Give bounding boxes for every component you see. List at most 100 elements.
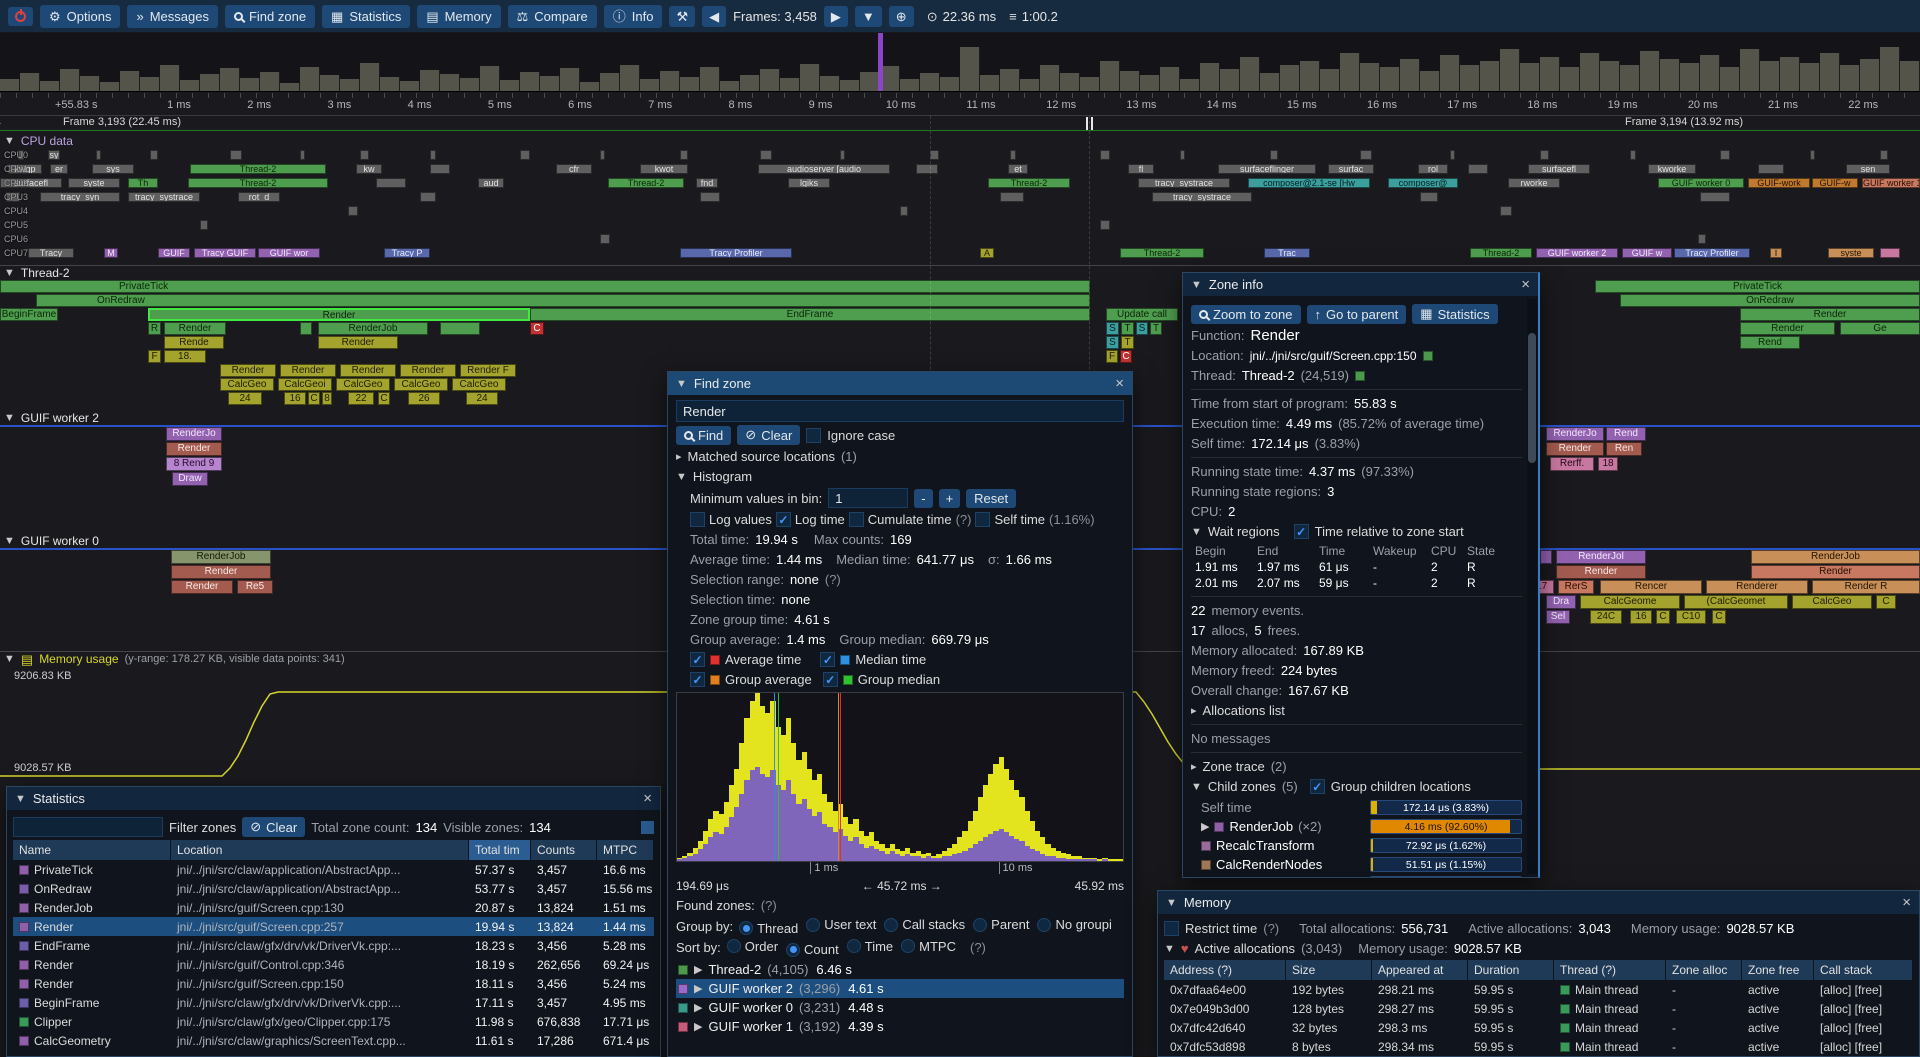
timeline-zone[interactable] [1700,192,1730,202]
timeline-zone[interactable] [600,234,610,244]
timeline-zone[interactable]: F [1106,350,1118,363]
timeline-zone[interactable] [1720,150,1730,160]
stats-row[interactable]: PrivateTick jni/../jni/src/claw/applicati… [13,860,654,879]
timeline-zone[interactable]: Render [220,364,276,377]
timeline-zone[interactable]: composer@2.1-se [Hw [1248,178,1370,188]
timeline-zone[interactable] [1000,192,1024,202]
timeline-zone[interactable]: Thread-2 [1120,248,1204,258]
toolbar-compare-button[interactable]: ⚖ Compare [507,4,597,28]
timeline-zone[interactable]: Thread-2 [188,178,328,188]
wait-regions-header[interactable]: ▼ Wait regions Time relative to zone sta… [1191,523,1522,540]
timeline-zone[interactable] [840,150,845,160]
self-time-checkbox[interactable] [975,512,991,527]
timeline-zone[interactable]: Render [1740,322,1835,335]
timeline-zone[interactable]: (CalcGeomet [1684,595,1788,609]
allocation-row[interactable]: 0x7dfc42d640 32 bytes 298.3 ms 59.95 s Main … [1164,1018,1913,1037]
radio-no-groupi[interactable]: No groupi [1037,917,1112,932]
column-header[interactable]: Address (?) [1164,960,1286,980]
location-line[interactable]: Location: jni/../jni/src/guif/Screen.cpp… [1191,347,1522,364]
timeline-zone[interactable]: sy [48,150,60,160]
next-frame-button[interactable]: ▶ [823,5,848,27]
timeline-zone[interactable]: GUIF worker 1 [1862,178,1920,188]
timeline-zone[interactable] [1698,234,1706,244]
timeline-zone[interactable] [1360,150,1372,160]
timeline-zone[interactable]: Dra [1546,595,1576,609]
timeline-zone[interactable]: Render [164,322,226,335]
toolbar-memory-button[interactable]: ▤ Memory [417,4,501,28]
toolbar-find-zone-button[interactable]: Find zone [224,4,316,28]
timeline-zone[interactable]: Rend [1740,336,1800,349]
timeline-zone[interactable] [760,150,772,160]
timeline-zone[interactable]: Sel [1546,610,1570,624]
timeline-zone[interactable]: GUIF wor [258,248,320,258]
close-icon[interactable]: × [1902,894,1911,911]
clear-button[interactable]: ⊘ Clear [737,425,801,445]
timeline-zone[interactable]: 8 Rend 9 [166,457,222,471]
zone-group-row[interactable]: ▶ GUIF worker 2 (3,296) 4.61 s [676,979,1124,998]
toolbar-statistics-button[interactable]: ▦ Statistics [322,4,411,28]
timeline-zone[interactable] [680,150,688,160]
stats-row[interactable]: RenderJob jni/../jni/src/guif/Screen.cpp:… [13,898,654,917]
timeline-zone[interactable]: 18 [1598,457,1618,471]
child-zone-row[interactable]: ▶ RenderJob (×2) 4.16 ms (92.60%) [1201,817,1522,836]
timeline-zone[interactable] [1100,150,1110,160]
matched-source-locations[interactable]: ▸ Matched source locations (1) [676,449,857,464]
toolbar-options-button[interactable]: ⚙ Options [40,4,121,28]
timeline-zone[interactable]: CalcGeo [452,378,506,391]
timeline-zone[interactable]: M [104,248,118,258]
timeline-zone[interactable]: syste [1828,248,1874,258]
group-average-checkbox[interactable] [690,672,705,687]
timeline-zone[interactable]: Thread-2 [1470,248,1532,258]
timeline-zone[interactable]: A [980,248,994,258]
allocations-list-header[interactable]: ▸ Allocations list [1191,703,1285,718]
timeline-zone[interactable]: S [1136,322,1148,335]
timeline-zone[interactable]: GUIF-work [1748,178,1810,188]
restrict-time-checkbox[interactable] [1164,921,1179,936]
timeline-zone[interactable]: fl [1128,164,1154,174]
radio-count[interactable]: Count [786,942,839,957]
timeline-zone[interactable]: Render F [460,364,516,377]
zone-group-row[interactable]: ▶ GUIF worker 0 (3,231) 4.48 s [676,998,1124,1017]
timeline-zone[interactable]: Render [1556,565,1646,579]
timeline-zone[interactable]: C [308,392,320,405]
timeline-zone[interactable]: Tracy Profiler [1674,248,1750,258]
timeline-zone[interactable]: kworke [1648,164,1696,174]
timeline-zone[interactable]: PrivateTick [0,280,1090,293]
timeline-zone[interactable]: Render [318,336,398,349]
timeline-zone[interactable]: rol [1418,164,1448,174]
column-header[interactable]: MTPC [597,840,654,860]
relative-time-checkbox[interactable] [1293,524,1309,539]
scrollbar-thumb[interactable] [1528,333,1536,463]
timeline-zone[interactable]: CalcGeo [1792,595,1872,609]
timeline-zone[interactable]: kwgp [8,164,42,174]
clear-filter-button[interactable]: ⊘ Clear [242,817,306,837]
timeline-zone[interactable]: fnd [696,178,718,188]
timeline-zone[interactable]: GUIF w [1622,248,1672,258]
active-allocations-header[interactable]: ▼ ♥ Active allocations (3,043) Memory us… [1164,941,1522,956]
stats-row[interactable]: CalcGeometry jni/../jni/src/claw/graphics… [13,1031,654,1050]
timeline-zone[interactable]: Render [280,364,336,377]
cumulate-time-checkbox[interactable] [848,512,864,527]
column-header[interactable]: Call stack [1814,960,1913,980]
timeline-zone[interactable]: S [1106,336,1119,349]
timeline-zone[interactable]: Ge [1840,322,1920,335]
timeline-zone[interactable]: 8 [322,392,332,405]
timeline-zone[interactable] [1010,150,1016,160]
timeline-zone[interactable]: Render [166,442,222,456]
timeline-zone[interactable]: surfaceflinger [1218,164,1316,174]
timeline-zone[interactable]: surfac [1328,164,1374,174]
zone-group-row[interactable]: ▶ Thread-2 (4,105) 6.46 s [676,960,1124,979]
radio-order[interactable]: Order [726,939,778,954]
group-median-checkbox[interactable] [822,672,838,687]
timeline-zone[interactable] [1180,150,1185,160]
timeline-zone[interactable]: composer@ [1388,178,1458,188]
timeline-zone[interactable]: I [1770,248,1782,258]
timeline-zone[interactable]: Tracy Profiler [680,248,792,258]
timeline-zone[interactable]: rot_d [238,192,280,202]
timeline-zone[interactable] [1758,164,1784,174]
stats-row[interactable]: Render jni/../jni/src/guif/Control.cpp:34… [13,955,654,974]
child-zone-row[interactable]: Self time 172.14 μs (3.83%) [1201,798,1522,817]
decrease-button[interactable]: - [914,488,933,508]
timeline-zone[interactable]: EndFrame [530,308,1090,321]
timeline-zone[interactable]: T [1150,322,1162,335]
